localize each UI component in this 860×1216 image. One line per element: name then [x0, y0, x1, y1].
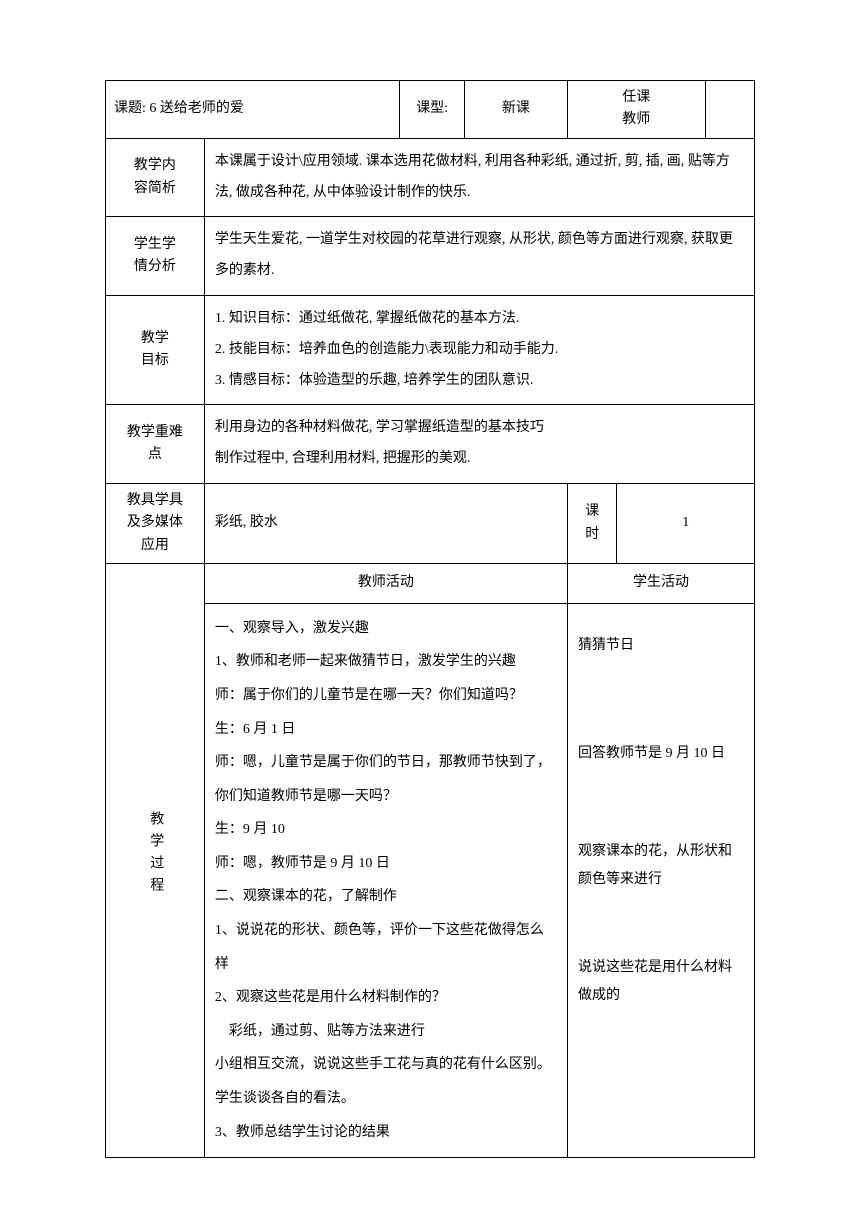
key-points-label: 教学重难 点: [106, 405, 205, 484]
tools-row: 教具学具 及多媒体 应用 彩纸, 胶水 课 时 1: [106, 483, 755, 563]
teacher-activity-line: 学生谈谈各自的看法。: [215, 1082, 557, 1116]
teacher-activity-line: 师：嗯，儿童节是属于你们的节日，那教师节快到了，你们知道教师节是哪一天吗？: [215, 746, 557, 813]
student-analysis-row: 学生学 情分析 学生天生爱花, 一道学生对校园的花草进行观察, 从形状, 颜色等…: [106, 217, 755, 296]
teacher-activity-line: 生：6 月 1 日: [215, 713, 557, 747]
teacher-activity-line: 3、教师总结学生讨论的结果: [215, 1116, 557, 1150]
teacher-activity-line: 二、观察课本的花，了解制作: [215, 880, 557, 914]
teacher-activity-line: 师：属于你们的儿童节是在哪一天？你们知道吗？: [215, 679, 557, 713]
student-activity-header: 学生活动: [568, 564, 755, 604]
teacher-activity-line: 1、说说花的形状、颜色等，评价一下这些花做得怎么样: [215, 914, 557, 981]
period-label: 课 时: [568, 483, 617, 563]
topic-cell: 课题: 6 送给老师的爱: [106, 81, 400, 139]
tools-text: 彩纸, 胶水: [204, 483, 567, 563]
teacher-activity-header: 教师活动: [204, 564, 567, 604]
teacher-activity-line: 彩纸，通过剪、贴等方法来进行: [215, 1015, 557, 1049]
teacher-activity-line: 2、观察这些花是用什么材料制作的？: [215, 981, 557, 1015]
content-analysis-text: 本课属于设计\应用领域. 课本选用花做材料, 利用各种彩纸, 通过折, 剪, 插…: [204, 138, 754, 217]
teacher-activity-line: 小组相互交流，说说这些手工花与真的花有什么区别。: [215, 1048, 557, 1082]
header-row: 课题: 6 送给老师的爱 课型: 新课 任课 教师: [106, 81, 755, 139]
student-activity-content: 猜猜节日回答教师节是 9 月 10 日观察课本的花，从形状和颜色等来进行说说这些…: [568, 603, 755, 1158]
objectives-label: 教学 目标: [106, 295, 205, 404]
student-activity-block: 说说这些花是用什么材料做成的: [578, 954, 744, 1010]
student-activity-block: 回答教师节是 9 月 10 日: [578, 740, 744, 768]
objectives-row: 教学 目标 1. 知识目标：通过纸做花, 掌握纸做花的基本方法. 2. 技能目标…: [106, 295, 755, 404]
teacher-activity-line: 1、教师和老师一起来做猜节日，激发学生的兴趣: [215, 645, 557, 679]
period-value: 1: [617, 483, 755, 563]
tools-label: 教具学具 及多媒体 应用: [106, 483, 205, 563]
topic-label: 课题:: [114, 101, 146, 116]
teacher-activity-line: 师：嗯，教师节是 9 月 10 日: [215, 847, 557, 881]
lesson-plan-table: 课题: 6 送给老师的爱 课型: 新课 任课 教师 教学内 容简析 本课属于设计…: [105, 80, 755, 1158]
activity-header-row: 教学过程 教师活动 学生活动: [106, 564, 755, 604]
teacher-activity-line: 一、观察导入，激发兴趣: [215, 612, 557, 646]
teacher-value: [705, 81, 754, 139]
type-value: 新课: [464, 81, 567, 139]
topic-value: 6 送给老师的爱: [149, 101, 244, 116]
student-activity-block: 猜猜节日: [578, 632, 744, 660]
teacher-label: 任课 教师: [568, 81, 706, 139]
teacher-activity-content: 一、观察导入，激发兴趣1、教师和老师一起来做猜节日，激发学生的兴趣师：属于你们的…: [204, 603, 567, 1158]
student-analysis-label: 学生学 情分析: [106, 217, 205, 296]
teacher-activity-line: 生：9 月 10: [215, 813, 557, 847]
student-analysis-text: 学生天生爱花, 一道学生对校园的花草进行观察, 从形状, 颜色等方面进行观察, …: [204, 217, 754, 296]
process-label: 教学过程: [106, 564, 205, 1158]
content-analysis-row: 教学内 容简析 本课属于设计\应用领域. 课本选用花做材料, 利用各种彩纸, 通…: [106, 138, 755, 217]
student-activity-block: 观察课本的花，从形状和颜色等来进行: [578, 838, 744, 894]
objectives-text: 1. 知识目标：通过纸做花, 掌握纸做花的基本方法. 2. 技能目标：培养血色的…: [204, 295, 754, 404]
content-analysis-label: 教学内 容简析: [106, 138, 205, 217]
type-label: 课型:: [400, 81, 464, 139]
key-points-text: 利用身边的各种材料做花, 学习掌握纸造型的基本技巧 制作过程中, 合理利用材料,…: [204, 405, 754, 484]
key-points-row: 教学重难 点 利用身边的各种材料做花, 学习掌握纸造型的基本技巧 制作过程中, …: [106, 405, 755, 484]
